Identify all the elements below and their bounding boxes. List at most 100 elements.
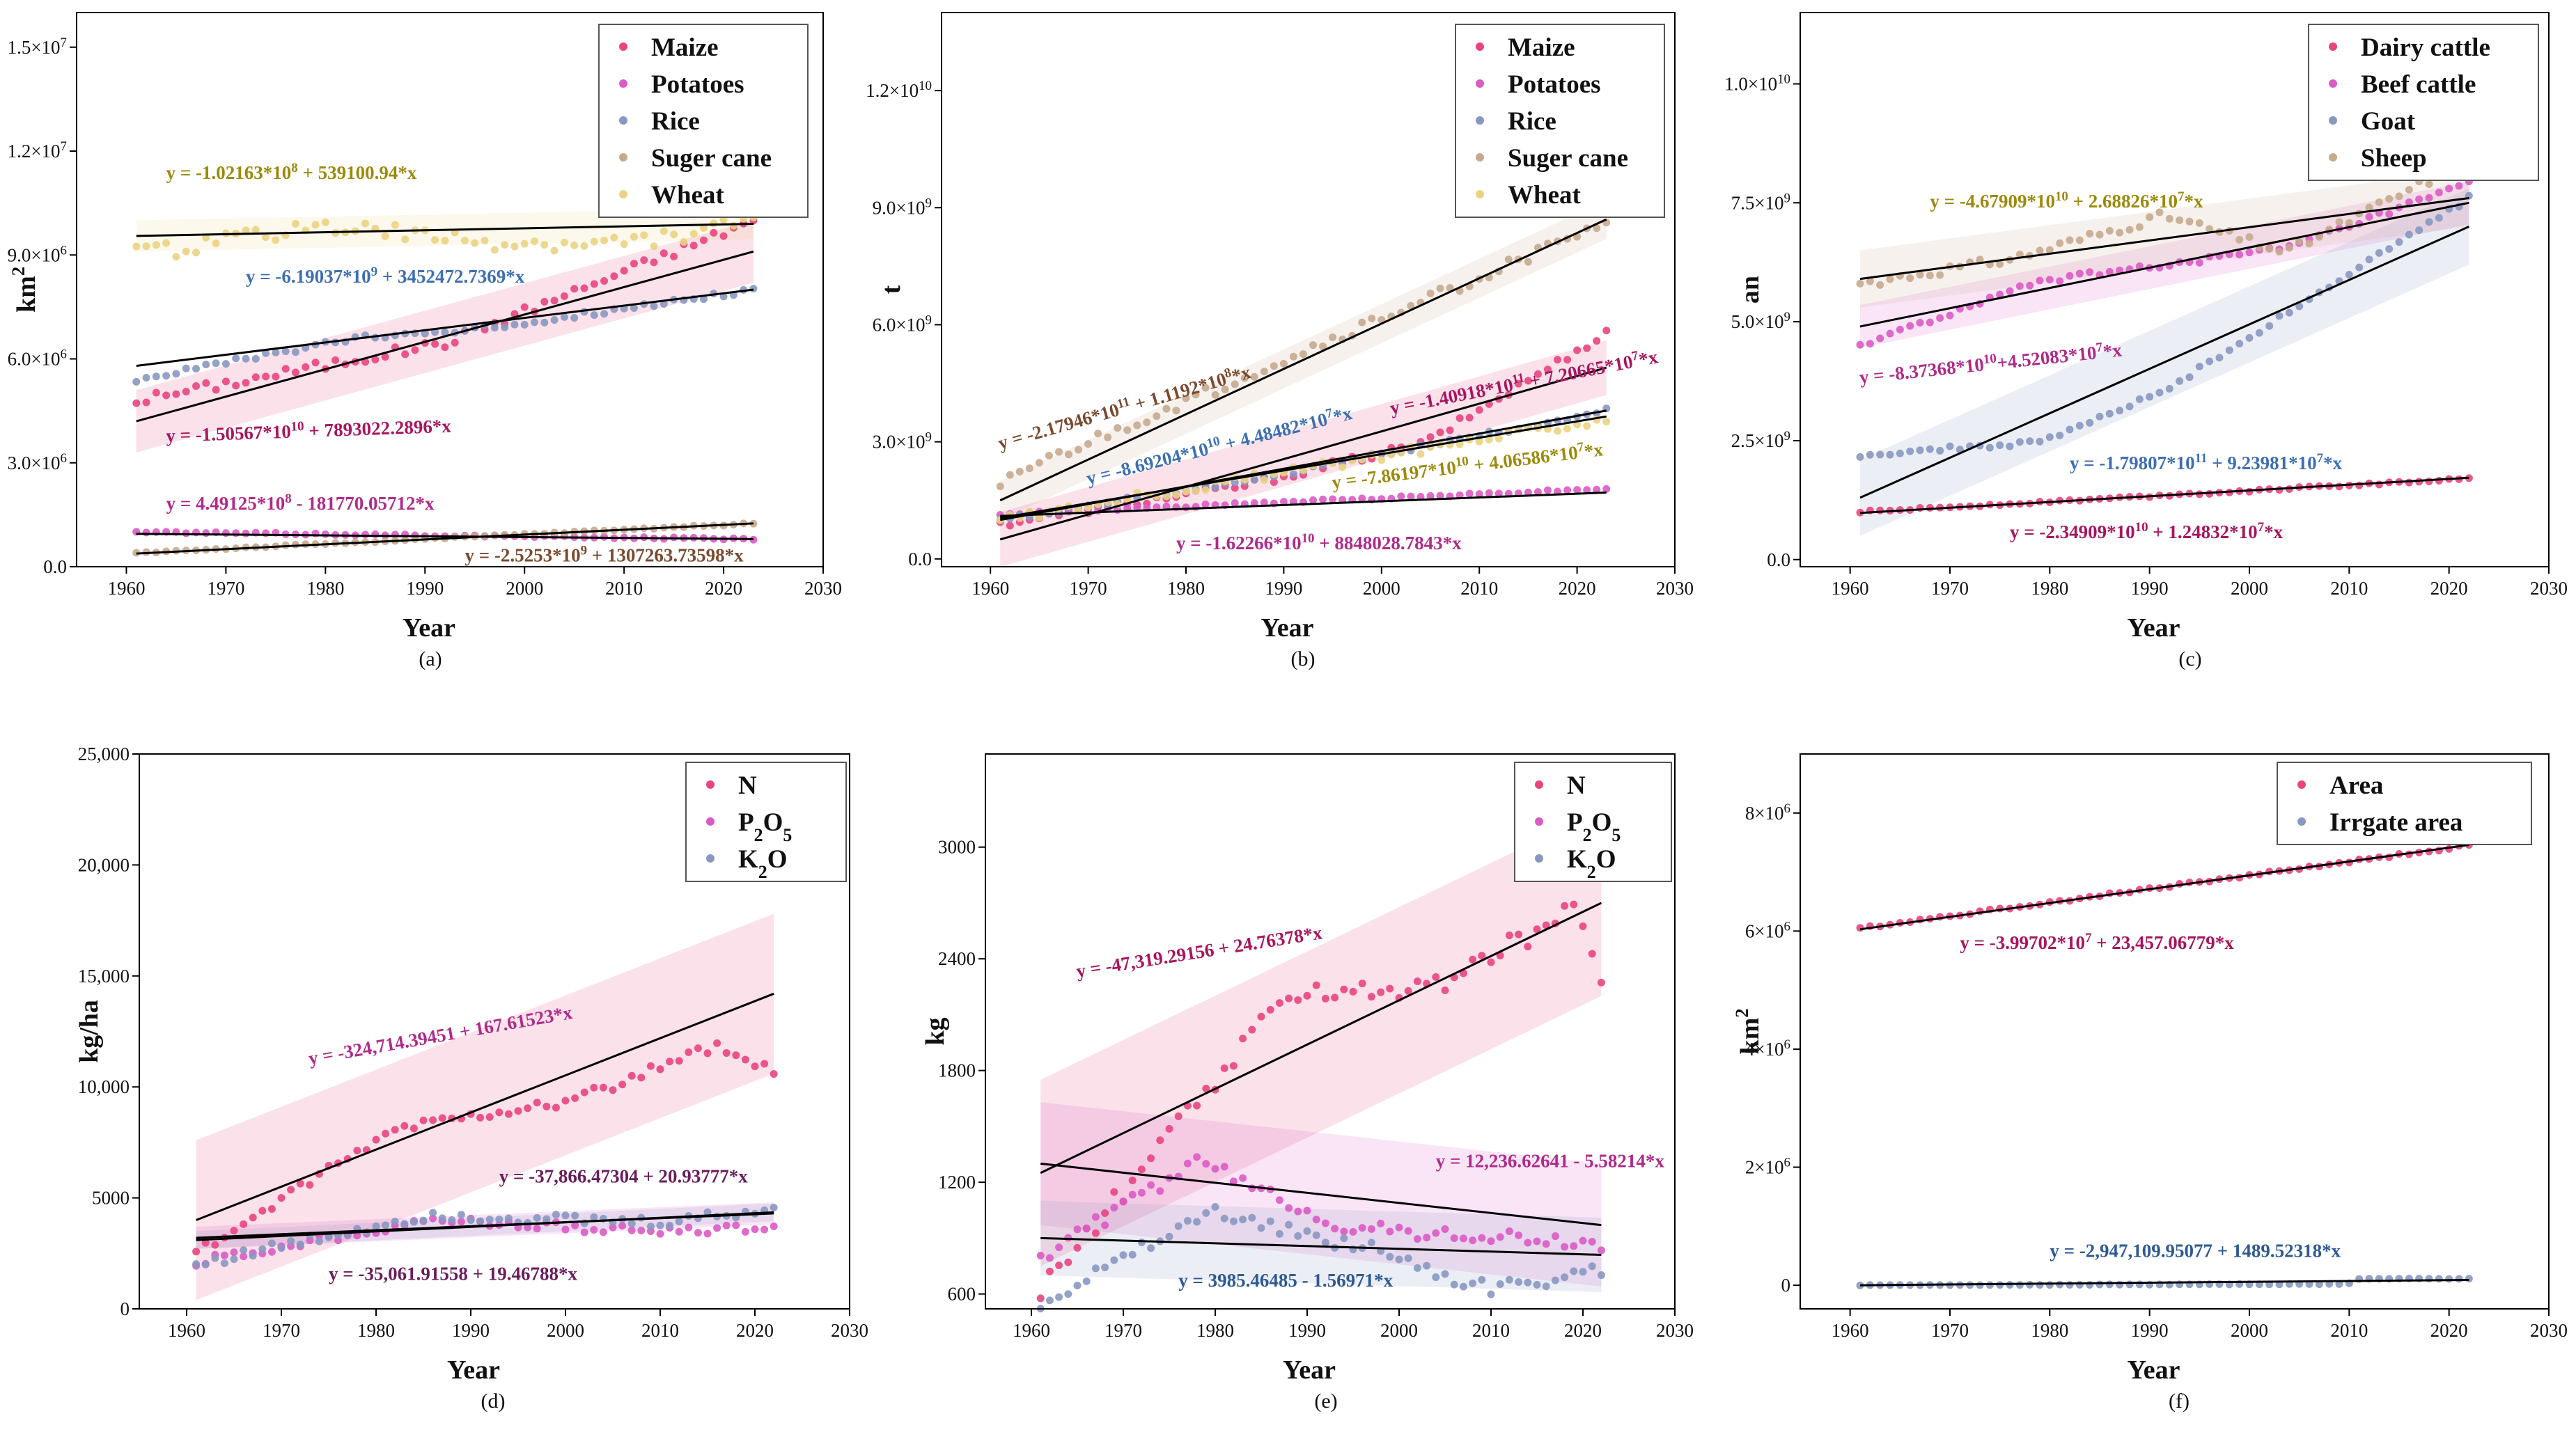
legend-box <box>2277 762 2532 845</box>
y-tick-label: 10,000 <box>78 1076 130 1097</box>
data-point <box>2116 266 2124 274</box>
data-point <box>240 1252 248 1261</box>
data-point <box>1321 994 1329 1003</box>
legend: Area Irrgate area <box>2277 762 2532 845</box>
data-point <box>1597 978 1605 987</box>
legend-label: Maize <box>1508 33 1575 62</box>
data-point <box>510 242 519 251</box>
data-point <box>732 1051 740 1060</box>
data-point <box>542 1102 551 1110</box>
data-point <box>656 1221 664 1229</box>
chart-panel-5: y = -47,319.29156 + 24.76378*xy = 12,236… <box>921 753 1694 1413</box>
data-point <box>1174 1222 1182 1230</box>
x-tick-label: 1990 <box>1288 1320 1326 1341</box>
data-point <box>666 1058 674 1066</box>
data-point <box>2185 373 2194 382</box>
y-tick-label: 3.0×106 <box>8 450 67 473</box>
data-point <box>670 252 678 260</box>
data-point <box>1561 1243 1569 1251</box>
data-point <box>1073 1225 1082 1234</box>
data-point <box>1358 1224 1366 1232</box>
data-point <box>2155 208 2164 217</box>
data-point <box>2435 189 2443 197</box>
data-point <box>1876 450 1884 459</box>
legend-box <box>1455 24 1665 218</box>
data-point <box>262 349 270 357</box>
data-point <box>485 1113 494 1121</box>
data-point <box>1156 1136 1164 1145</box>
data-point <box>1494 434 1503 443</box>
plot-frame <box>941 12 1676 567</box>
data-point <box>1250 372 1258 381</box>
data-point <box>659 249 668 258</box>
chart-panel-4: y = -324,714.39451 + 167.61523*xy = -37,… <box>75 744 868 1413</box>
trend-line-sheep <box>1859 196 2469 281</box>
data-point <box>1045 1267 1054 1275</box>
data-point <box>2105 267 2114 276</box>
data-point <box>2265 322 2274 330</box>
data-point <box>1119 1251 1127 1259</box>
series-beef-cattle <box>1856 178 2473 349</box>
data-point <box>1285 994 1293 1003</box>
data-point <box>1137 1239 1146 1247</box>
data-point <box>2036 246 2044 255</box>
data-point <box>1331 1225 1339 1233</box>
data-point <box>162 391 171 400</box>
x-tick-label: 1970 <box>1104 1320 1142 1341</box>
legend: Dairy cattle Beef cattle Goat Sheep <box>2308 24 2539 181</box>
data-point <box>1082 1225 1091 1233</box>
x-tick-label: 1980 <box>2031 1320 2068 1341</box>
y-tick-label: 0 <box>1781 1275 1791 1296</box>
data-point <box>703 1049 712 1058</box>
data-point <box>182 247 190 256</box>
data-point <box>460 237 469 245</box>
data-point <box>2075 236 2084 244</box>
data-point <box>1926 445 1934 453</box>
data-point <box>1064 1290 1072 1298</box>
data-point <box>1110 1204 1118 1212</box>
data-point <box>685 1048 693 1056</box>
data-point <box>2135 395 2144 403</box>
data-point <box>1465 414 1474 422</box>
legend-marker <box>2297 817 2306 826</box>
legend-marker <box>1535 817 1543 826</box>
data-point <box>1551 1232 1559 1241</box>
data-point <box>732 1221 740 1229</box>
data-point <box>1554 427 1562 435</box>
y-tick-label: 9.0×106 <box>8 243 67 266</box>
data-point <box>1936 314 1944 322</box>
data-point <box>1377 1219 1385 1227</box>
data-point <box>2015 1281 2024 1289</box>
data-point <box>1006 471 1014 479</box>
data-point <box>272 236 280 244</box>
data-point <box>680 237 688 246</box>
data-point <box>2375 249 2383 257</box>
y-axis-label: km2 <box>8 267 41 313</box>
data-point <box>2365 256 2373 264</box>
data-point <box>1436 492 1444 500</box>
data-point <box>1478 952 1486 960</box>
y-tick-label: 3.0×109 <box>873 430 932 453</box>
data-point <box>1279 359 1288 368</box>
data-point <box>1404 1254 1412 1262</box>
data-point <box>637 1074 646 1082</box>
x-tick-label: 1980 <box>357 1320 395 1341</box>
data-point <box>162 372 171 380</box>
data-point <box>2105 1280 2114 1289</box>
data-point <box>1524 943 1532 951</box>
x-tick-label: 1990 <box>452 1320 490 1341</box>
data-point <box>2365 213 2373 221</box>
data-point <box>1349 987 1357 996</box>
data-point <box>501 323 509 331</box>
data-point <box>2425 180 2433 189</box>
data-point <box>1459 1282 1467 1291</box>
trend-line-maize <box>136 250 754 423</box>
data-point <box>251 354 260 363</box>
data-point <box>2345 271 2353 279</box>
data-point <box>1275 1196 1283 1204</box>
data-point <box>1294 1232 1302 1240</box>
data-point <box>710 219 718 228</box>
data-point <box>448 1216 456 1224</box>
data-point <box>1358 980 1366 988</box>
data-point <box>1133 503 1141 512</box>
